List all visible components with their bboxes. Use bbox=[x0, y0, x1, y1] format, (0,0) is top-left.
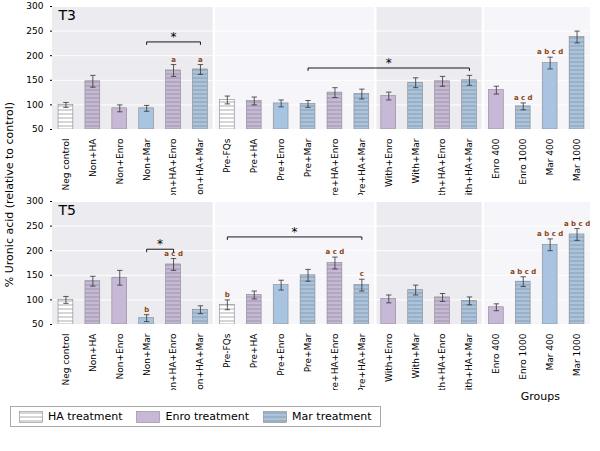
svg-text:a: a bbox=[171, 56, 176, 64]
svg-text:Non+Enro: Non+Enro bbox=[115, 138, 125, 184]
svg-text:Pre+Enro: Pre+Enro bbox=[276, 138, 286, 181]
svg-text:a c d: a c d bbox=[326, 248, 345, 256]
svg-text:Non+HA: Non+HA bbox=[88, 138, 98, 177]
svg-text:Non+HA: Non+HA bbox=[88, 333, 98, 372]
svg-text:With+Enro: With+Enro bbox=[384, 333, 394, 382]
html-text:Mar treatment: Mar treatment bbox=[292, 410, 372, 423]
html-text:Enro treatment: Enro treatment bbox=[165, 410, 250, 423]
svg-text:Pre+HA: Pre+HA bbox=[249, 333, 259, 369]
svg-text:300: 300 bbox=[26, 196, 43, 206]
svg-text:Pre+Mar: Pre+Mar bbox=[303, 333, 313, 372]
svg-text:With+HA+Enro: With+HA+Enro bbox=[437, 333, 447, 390]
svg-text:50: 50 bbox=[32, 319, 44, 329]
svg-text:With+HA+Mar: With+HA+Mar bbox=[464, 138, 474, 195]
svg-text:Non+Enro: Non+Enro bbox=[115, 333, 125, 379]
svg-text:*: * bbox=[171, 30, 177, 44]
svg-text:Mar 1000: Mar 1000 bbox=[572, 333, 582, 376]
svg-text:With+Enro: With+Enro bbox=[384, 138, 394, 187]
svg-text:b: b bbox=[225, 291, 230, 299]
svg-text:Pre+HA+Mar: Pre+HA+Mar bbox=[357, 333, 367, 390]
svg-text:250: 250 bbox=[26, 26, 43, 36]
svg-text:a b c d: a b c d bbox=[537, 48, 563, 56]
svg-text:100: 100 bbox=[26, 100, 43, 110]
svg-text:T3: T3 bbox=[58, 7, 76, 23]
svg-text:300: 300 bbox=[26, 1, 43, 11]
html-text:HA treatment: HA treatment bbox=[48, 410, 123, 423]
svg-text:a: a bbox=[198, 56, 203, 64]
svg-text:With+Mar: With+Mar bbox=[411, 333, 421, 378]
svg-text:Neg control: Neg control bbox=[61, 139, 71, 191]
svg-text:Enro 1000: Enro 1000 bbox=[518, 138, 528, 184]
svg-text:a c d: a c d bbox=[514, 94, 533, 102]
svg-text:b: b bbox=[144, 306, 149, 314]
svg-text:*: * bbox=[386, 56, 392, 70]
svg-text:50: 50 bbox=[32, 124, 44, 134]
svg-text:*: * bbox=[157, 237, 163, 251]
svg-text:Pre-FQs: Pre-FQs bbox=[222, 138, 232, 173]
svg-text:Mar 1000: Mar 1000 bbox=[572, 138, 582, 181]
svg-text:Mar 400: Mar 400 bbox=[545, 138, 555, 175]
svg-text:Pre+HA+Enro: Pre+HA+Enro bbox=[330, 333, 340, 390]
svg-text:Pre+HA: Pre+HA bbox=[249, 138, 259, 174]
svg-text:Non+HA+Enro: Non+HA+Enro bbox=[168, 138, 178, 195]
svg-text:Enro 400: Enro 400 bbox=[491, 138, 501, 179]
svg-text:*: * bbox=[292, 225, 298, 239]
svg-text:Non+HA+Mar: Non+HA+Mar bbox=[195, 333, 205, 390]
svg-text:With+HA+Mar: With+HA+Mar bbox=[464, 333, 474, 390]
svg-text:200: 200 bbox=[26, 246, 43, 256]
svg-text:250: 250 bbox=[26, 221, 43, 231]
svg-text:150: 150 bbox=[26, 270, 43, 280]
svg-text:With+HA+Enro: With+HA+Enro bbox=[437, 138, 447, 195]
svg-text:T5: T5 bbox=[58, 202, 76, 218]
svg-text:Pre+HA+Mar: Pre+HA+Mar bbox=[357, 138, 367, 195]
svg-text:a b c d: a b c d bbox=[510, 268, 536, 276]
svg-text:With+Mar: With+Mar bbox=[411, 138, 421, 183]
svg-text:Non+Mar: Non+Mar bbox=[142, 333, 152, 376]
svg-text:Non+HA+Enro: Non+HA+Enro bbox=[168, 333, 178, 390]
svg-text:Enro 400: Enro 400 bbox=[491, 333, 501, 374]
svg-text:200: 200 bbox=[26, 51, 43, 61]
svg-text:Non+HA+Mar: Non+HA+Mar bbox=[195, 138, 205, 195]
svg-text:Mar 400: Mar 400 bbox=[545, 333, 555, 370]
svg-text:a b c d: a b c d bbox=[564, 220, 590, 228]
svg-text:Neg control: Neg control bbox=[61, 334, 71, 386]
svg-text:a c d: a c d bbox=[164, 250, 183, 258]
svg-text:Pre-FQs: Pre-FQs bbox=[222, 333, 232, 368]
svg-text:Pre+HA+Enro: Pre+HA+Enro bbox=[330, 138, 340, 195]
svg-text:a b c d: a b c d bbox=[537, 230, 563, 238]
html-text:Groups: Groups bbox=[520, 390, 560, 403]
svg-text:150: 150 bbox=[26, 75, 43, 85]
html-text:% Uronic acid (relative to con: % Uronic acid (relative to control) bbox=[2, 102, 16, 288]
svg-text:Non+Mar: Non+Mar bbox=[142, 138, 152, 181]
svg-text:Pre+Enro: Pre+Enro bbox=[276, 333, 286, 376]
svg-text:c: c bbox=[360, 270, 364, 278]
svg-text:Enro 1000: Enro 1000 bbox=[518, 333, 528, 379]
svg-text:100: 100 bbox=[26, 295, 43, 305]
svg-text:Pre+Mar: Pre+Mar bbox=[303, 138, 313, 177]
